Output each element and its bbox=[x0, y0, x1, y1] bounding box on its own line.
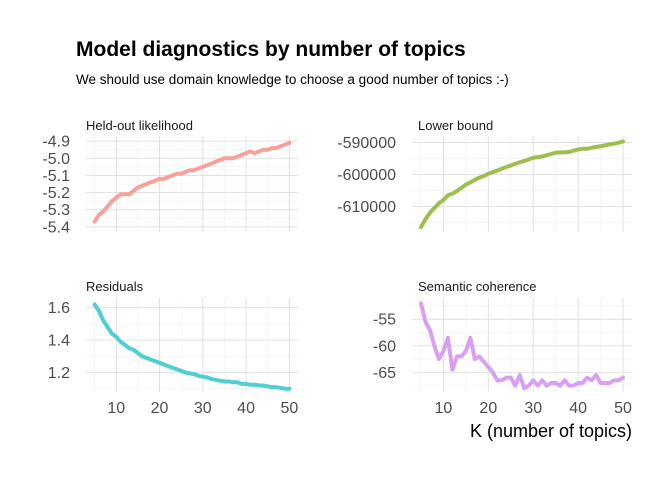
series-line-lower-bound bbox=[418, 139, 626, 230]
panel-title-lower-bound: Lower bound bbox=[418, 118, 493, 133]
x-tick-label: 40 bbox=[237, 400, 255, 417]
y-tick-label: -5.4 bbox=[42, 219, 70, 236]
y-tick-label: 1.6 bbox=[48, 300, 70, 317]
panel-title-semantic-coherence: Semantic coherence bbox=[418, 279, 537, 294]
gridlines-lower-bound bbox=[412, 136, 632, 232]
y-tick-label: -65 bbox=[373, 365, 396, 382]
x-axis-title: K (number of topics) bbox=[470, 421, 632, 441]
y-tick-label: -5.0 bbox=[42, 151, 70, 168]
x-tick-label: 10 bbox=[435, 400, 453, 417]
y-tick-label: -590000 bbox=[337, 135, 396, 152]
panel-title-residuals: Residuals bbox=[86, 279, 144, 294]
x-tick-label: 20 bbox=[151, 400, 169, 417]
y-tick-label: -60 bbox=[373, 338, 396, 355]
y-tick-label: 1.4 bbox=[48, 333, 70, 350]
y-tick-label: -610000 bbox=[337, 199, 396, 216]
x-tick-label: 30 bbox=[194, 400, 212, 417]
x-tick-label: 50 bbox=[280, 400, 298, 417]
y-tick-label: 1.2 bbox=[48, 365, 70, 382]
y-tick-label: -55 bbox=[373, 312, 396, 329]
gridlines-semantic-coherence bbox=[412, 298, 632, 392]
panel-semantic-coherence: Semantic coherence -65 -60 -55 10 20 30 40 50 bbox=[373, 279, 632, 417]
figure-subtitle: We should use domain knowledge to choose… bbox=[76, 72, 509, 87]
series-line-residuals bbox=[92, 302, 292, 391]
y-tick-label: -5.2 bbox=[42, 185, 70, 202]
panel-residuals: Residuals 1.2 1.4 1.6 10 20 30 40 50 bbox=[48, 279, 299, 417]
panel-title-held-out-likelihood: Held-out likelihood bbox=[86, 118, 193, 133]
series-line-semantic-coherence bbox=[418, 301, 626, 391]
x-tick-label: 10 bbox=[107, 400, 125, 417]
y-tick-label: -4.9 bbox=[42, 134, 70, 151]
y-tick-label: -5.3 bbox=[42, 202, 70, 219]
x-tick-label: 20 bbox=[479, 400, 497, 417]
x-tick-label: 40 bbox=[569, 400, 587, 417]
series-line-held-out-likelihood bbox=[92, 140, 292, 224]
panel-held-out-likelihood: Held-out likelihood -5.4-5.3-5.2-5.1-5.0… bbox=[42, 118, 298, 236]
figure-title: Model diagnostics by number of topics bbox=[76, 38, 466, 61]
x-tick-label: 50 bbox=[614, 400, 632, 417]
x-tick-label: 30 bbox=[524, 400, 542, 417]
y-tick-label: -600000 bbox=[337, 167, 396, 184]
panel-lower-bound: Lower bound -610000 -600000 -590000 bbox=[337, 118, 632, 232]
y-tick-label: -5.1 bbox=[42, 168, 70, 185]
gridlines-residuals bbox=[86, 298, 298, 392]
